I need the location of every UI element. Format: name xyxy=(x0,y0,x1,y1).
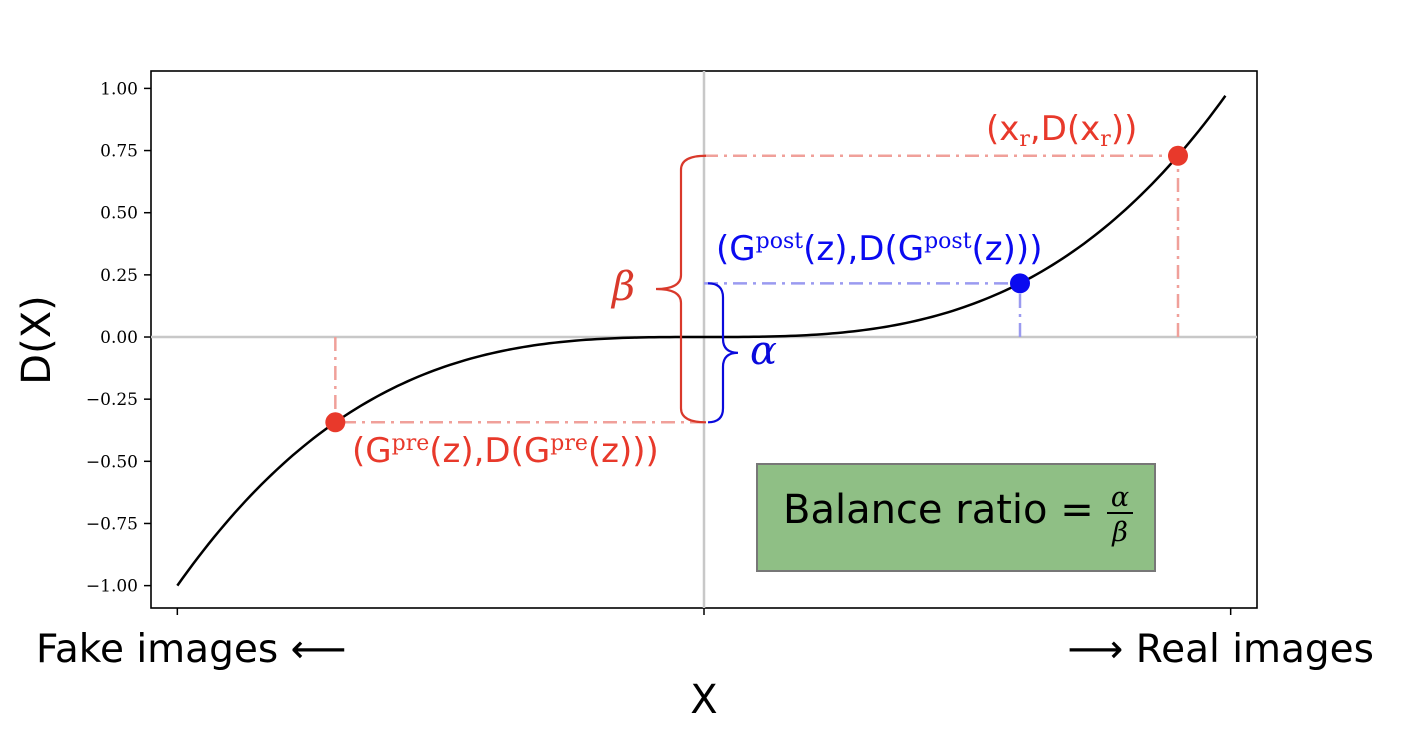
curve-layer xyxy=(176,95,1227,587)
data-points xyxy=(325,145,1188,433)
y-tick-label: 0.75 xyxy=(100,142,138,162)
x-axis-label: X xyxy=(690,677,717,723)
brace-beta xyxy=(655,154,707,424)
y-tick-label: 1.00 xyxy=(100,79,138,99)
label-real-sub1: r xyxy=(1019,127,1030,152)
point-real xyxy=(1168,145,1188,166)
label-pre-sup1: pre xyxy=(392,431,430,456)
label-real: (xr,D(xr)) xyxy=(986,109,1137,152)
alpha-symbol: α xyxy=(750,328,777,374)
balance-ratio-box-bg xyxy=(756,463,1156,572)
x-label-left: Fake images ⟵ xyxy=(36,627,346,672)
y-tick-label: 0.50 xyxy=(100,204,138,224)
label-post-sup1: post xyxy=(756,229,804,254)
label-real-part3: )) xyxy=(1111,109,1138,149)
x-ticks xyxy=(176,608,1232,615)
braces xyxy=(655,154,739,424)
y-tick-label: −1.00 xyxy=(86,577,138,597)
label-pre-part1: (G xyxy=(352,431,392,471)
label-real-sub2: r xyxy=(1100,127,1111,152)
balance-ratio-text: Balance ratio = xyxy=(783,487,1094,533)
curve-line xyxy=(176,95,1227,587)
brace-alpha xyxy=(707,282,739,424)
y-tick-label: −0.50 xyxy=(86,452,138,472)
balance-ratio-numerator: α xyxy=(1111,482,1129,513)
y-tick-label: 0.25 xyxy=(100,266,138,286)
y-tick-label: −0.75 xyxy=(86,514,138,534)
guide-lines xyxy=(334,154,1180,424)
beta-symbol: β xyxy=(610,264,635,310)
y-axis-label: D(X) xyxy=(14,295,60,384)
label-pre-part2: (z),D(G xyxy=(429,431,550,471)
label-post-part1: (G xyxy=(716,229,756,269)
y-tick-label: −0.25 xyxy=(86,390,138,410)
balance-ratio-denominator: β xyxy=(1111,517,1128,548)
label-post-part3: (z))) xyxy=(972,229,1043,269)
point-pre xyxy=(325,412,346,433)
y-ticks: 1.00 0.75 0.50 0.25 0.00 −0.25 −0.50 −0.75 −1.00 xyxy=(86,79,151,597)
label-real-part2: ,D(x xyxy=(1030,109,1100,149)
label-post-part2: (z),D(G xyxy=(803,229,924,269)
label-post: (Gpost(z),D(Gpost(z))) xyxy=(716,229,1042,269)
point-post xyxy=(1010,273,1030,294)
label-pre-part3: (z))) xyxy=(588,431,659,471)
label-pre: (Gpre(z),D(Gpre(z))) xyxy=(352,431,659,471)
balance-ratio-box: Balance ratio = α β xyxy=(756,463,1156,572)
label-pre-sup2: pre xyxy=(550,431,588,456)
x-label-right: ⟶ Real images xyxy=(1067,627,1374,672)
label-post-sup2: post xyxy=(924,229,972,254)
label-real-part1: (x xyxy=(986,109,1019,149)
y-tick-label: 0.00 xyxy=(100,328,138,348)
